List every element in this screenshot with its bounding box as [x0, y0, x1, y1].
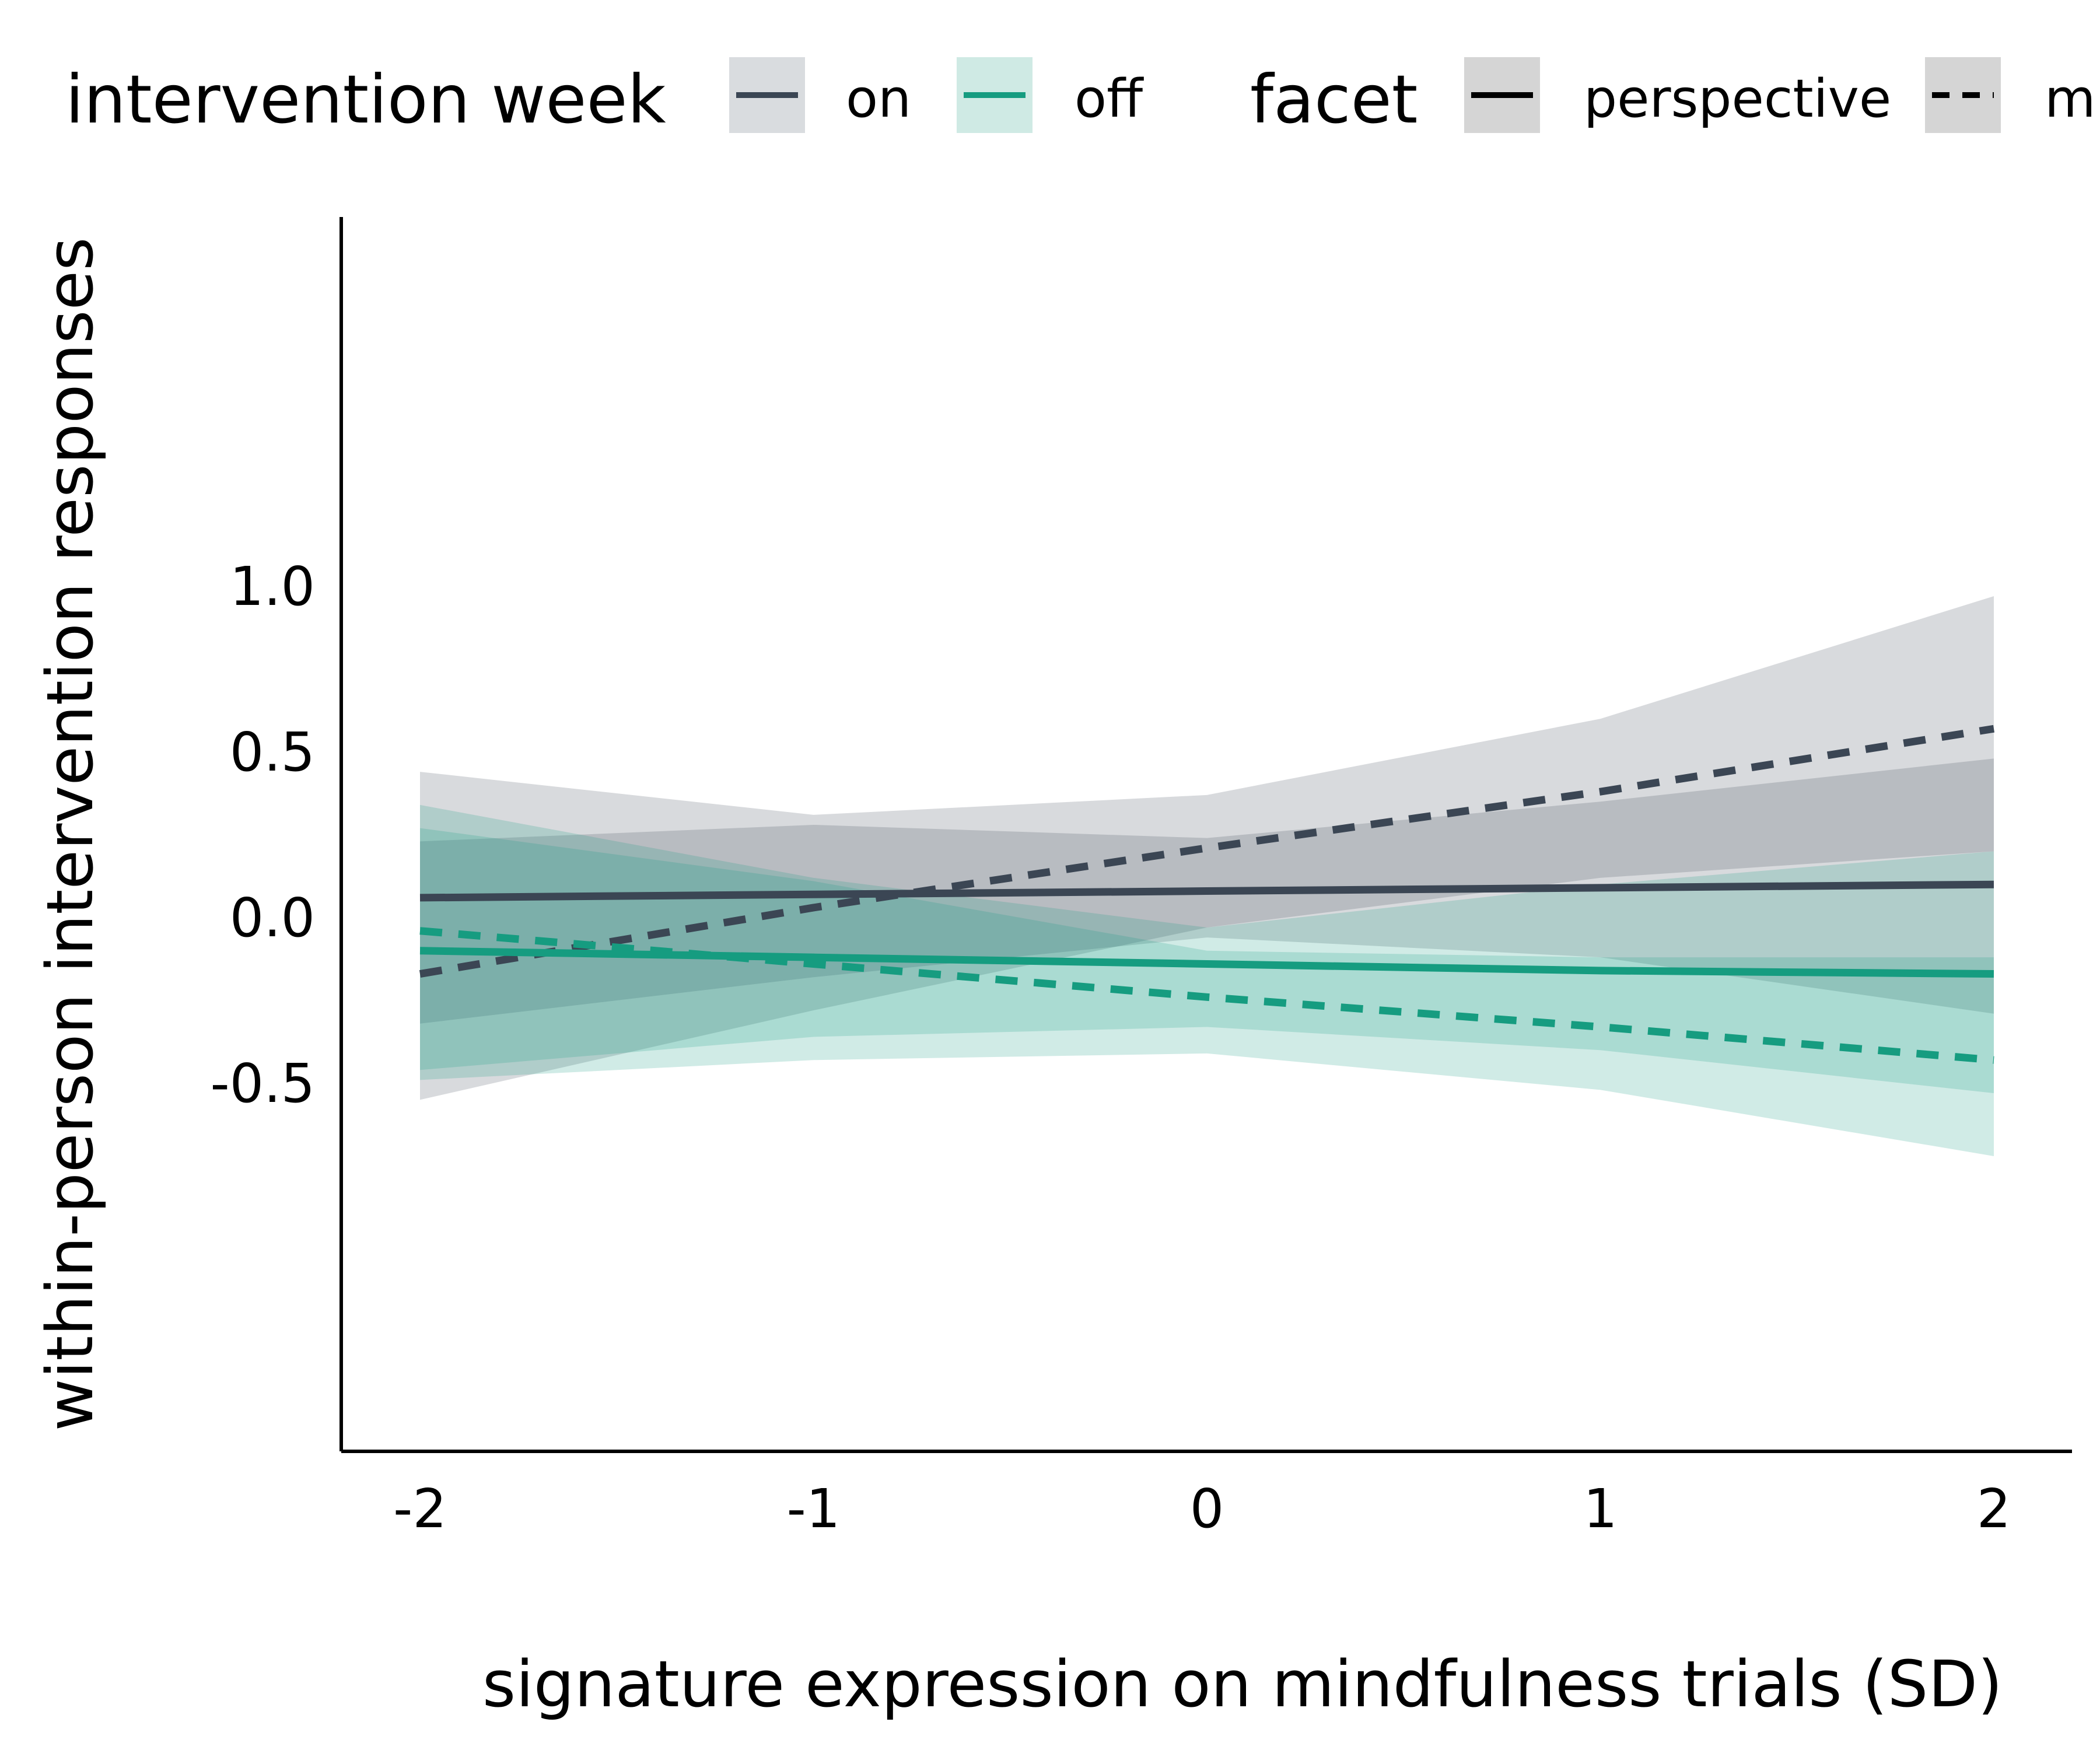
y-tick-label: 0.0 — [230, 887, 315, 949]
legend-label-on: on — [846, 68, 911, 130]
legend-label-perspective: perspective — [1584, 68, 1891, 130]
line-off-perspective — [419, 947, 1994, 978]
x-axis-ticks: -2 -1 0 1 2 — [393, 1478, 2011, 1540]
confidence-bands — [420, 596, 1994, 1156]
line-on-mi — [419, 724, 1995, 978]
legend-label-off: off — [1074, 68, 1144, 130]
y-axis-title: within-person intervention responses — [33, 237, 107, 1432]
x-tick-label: 2 — [1977, 1478, 2011, 1540]
x-tick-label: 0 — [1190, 1478, 1224, 1540]
series-lines — [419, 724, 1995, 1064]
legend: intervention week on off facet perspecti… — [65, 57, 2100, 138]
y-axis-ticks: -0.5 0.0 0.5 1.0 — [210, 555, 315, 1115]
x-tick-label: 1 — [1583, 1478, 1618, 1540]
legend-title-intervention-week: intervention week — [65, 61, 666, 138]
line-off-mi — [419, 927, 1994, 1064]
x-tick-label: -2 — [393, 1478, 447, 1540]
y-tick-label: -0.5 — [210, 1052, 315, 1115]
line-on-perspective — [419, 880, 1994, 902]
legend-label-mi: mi — [2045, 68, 2100, 130]
x-tick-label: -1 — [787, 1478, 841, 1540]
x-axis-title: signature expression on mindfulness tria… — [482, 1647, 2003, 1721]
y-tick-label: 1.0 — [230, 555, 315, 618]
band-on-mi — [420, 596, 1994, 1100]
y-tick-label: 0.5 — [230, 721, 315, 783]
legend-title-facet: facet — [1250, 61, 1418, 138]
